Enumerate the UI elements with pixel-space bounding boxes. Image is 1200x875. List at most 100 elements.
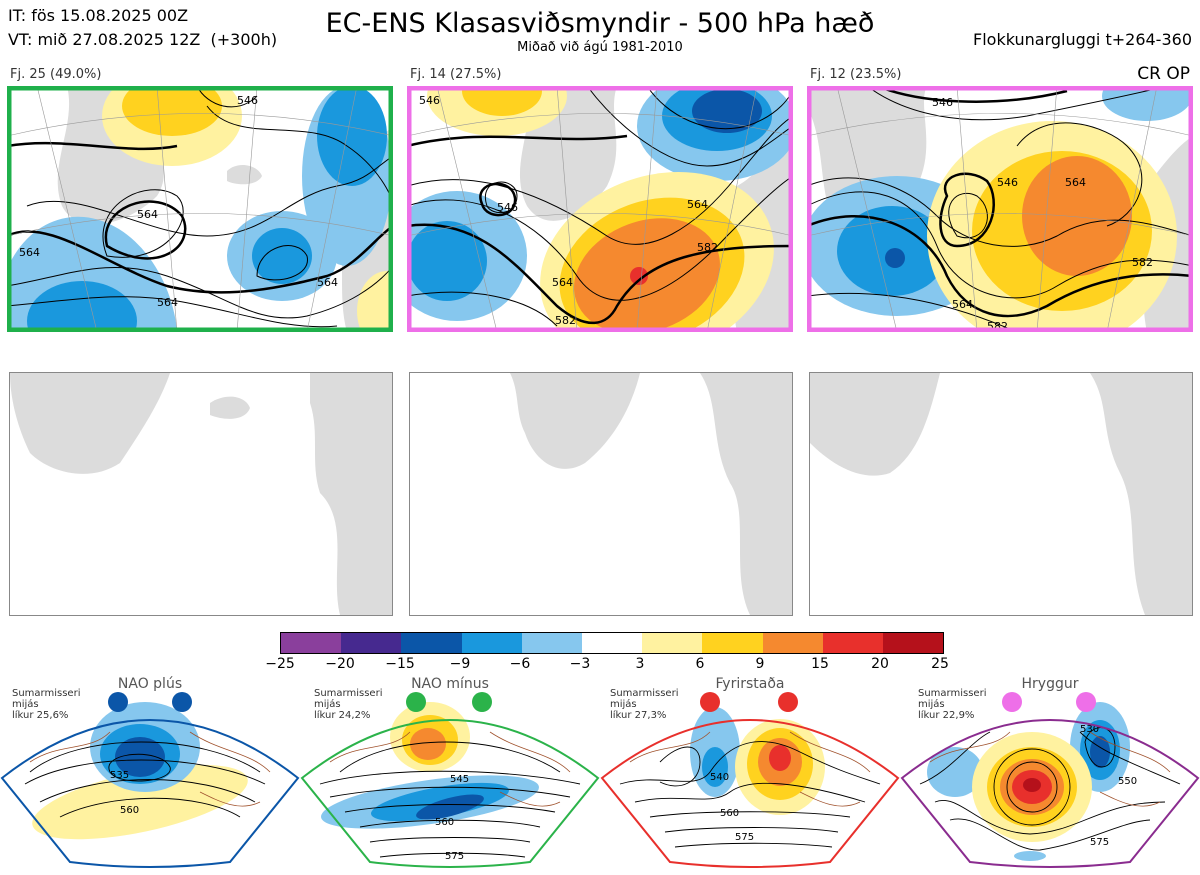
cluster-2-border <box>407 86 793 332</box>
basemap-2 <box>409 372 793 616</box>
regime-3-info: Sumarmisseri mijás líkur 27,3% <box>610 688 678 721</box>
regime-mean: mijás <box>918 699 945 710</box>
contour-label: 564 <box>19 246 40 259</box>
contour-label: 582 <box>1132 256 1153 269</box>
cluster-2-map: 546 546 564 582 564 582 <box>407 86 793 332</box>
colorbar-swatch <box>341 633 402 653</box>
positive-anomaly <box>1022 156 1132 276</box>
contour-label: 535 <box>110 770 129 781</box>
regime-3-outline <box>600 719 900 868</box>
positive-anomaly <box>462 86 542 116</box>
contour-label: 530 <box>1080 724 1099 735</box>
colorbar <box>280 632 944 654</box>
colorbar-tick: −20 <box>325 656 355 672</box>
colorbar-tick: 9 <box>755 656 765 672</box>
regime-3-name: Fyrirstaða <box>715 676 785 692</box>
colorbar-swatch <box>822 633 883 653</box>
regime-season: Sumarmisseri <box>314 688 383 699</box>
cluster-2-label: Fj. 14 (27.5%) <box>410 67 502 82</box>
regime-mean: mijás <box>314 699 341 710</box>
colorbar-tick: −9 <box>449 656 471 672</box>
contour-label: 564 <box>137 208 158 221</box>
colorbar-tick: 20 <box>871 656 889 672</box>
regime-1-marker <box>172 692 192 712</box>
colorbar-swatch <box>281 633 342 653</box>
colorbar-swatch <box>401 633 462 653</box>
regime-2-map: 545 560 575 <box>300 692 600 871</box>
colorbar-swatch <box>521 633 582 653</box>
regime-season: Sumarmisseri <box>610 688 679 699</box>
colorbar-swatch <box>762 633 823 653</box>
contour-label: 564 <box>157 296 178 309</box>
colorbar-swatch <box>461 633 522 653</box>
positive-anomaly <box>122 86 222 136</box>
colorbar-tick: 3 <box>635 656 645 672</box>
regime-probability: líkur 27,3% <box>610 710 667 721</box>
cluster-1-border <box>7 86 393 332</box>
regime-4-outline <box>900 719 1200 868</box>
cr-op-label: CR OP <box>1137 64 1190 84</box>
cluster-3-map: 546 546 564 582 564 582 <box>807 86 1193 332</box>
classification-window: Flokkunargluggi t+264-360 <box>973 30 1192 49</box>
regime-2-name: NAO mínus <box>411 676 489 692</box>
basemap-1 <box>9 372 393 616</box>
regime-season: Sumarmisseri <box>12 688 81 699</box>
contour-label: 546 <box>237 94 258 107</box>
contour-label: 575 <box>1090 837 1109 848</box>
contour-label: 540 <box>710 772 729 783</box>
iceland-land <box>227 164 262 185</box>
regime-4-marker <box>1002 692 1022 712</box>
regime-1-info: Sumarmisseri mijás líkur 25,6% <box>12 688 80 721</box>
contour-label: 550 <box>1118 776 1137 787</box>
contour-label: 582 <box>697 241 718 254</box>
contour-label: 546 <box>419 94 440 107</box>
colorbar-tick: −6 <box>509 656 531 672</box>
contour-label: 560 <box>120 805 139 816</box>
regime-2-info: Sumarmisseri mijás líkur 24,2% <box>314 688 382 721</box>
cluster-1-map: 564 564 564 564 546 <box>7 86 393 332</box>
regime-season: Sumarmisseri <box>918 688 987 699</box>
colorbar-tick: −15 <box>385 656 415 672</box>
colorbar-swatch <box>581 633 643 653</box>
contour-label: 564 <box>552 276 573 289</box>
regime-1-outline <box>0 719 300 868</box>
contour-label: 546 <box>932 96 953 109</box>
colorbar-swatch <box>702 633 763 653</box>
contour-label: 575 <box>735 832 754 843</box>
colorbar-swatch <box>882 633 944 653</box>
regime-probability: líkur 24,2% <box>314 710 371 721</box>
contour-label: 564 <box>317 276 338 289</box>
basemap-3 <box>809 372 1193 616</box>
colorbar-tick: 6 <box>695 656 705 672</box>
regime-2-marker <box>472 692 492 712</box>
cluster-3-label: Fj. 12 (23.5%) <box>810 67 902 82</box>
cluster-3-border <box>807 86 1193 332</box>
regime-1-name: NAO plús <box>117 676 183 692</box>
regime-4-info: Sumarmisseri mijás líkur 22,9% <box>918 688 986 721</box>
regime-1-marker <box>108 692 128 712</box>
contour-label: 575 <box>445 851 464 862</box>
climatology-subtitle: Miðað við ágú 1981-2010 <box>517 40 683 55</box>
contour-label: 546 <box>497 201 518 214</box>
regime-3-marker <box>700 692 720 712</box>
regime-mean: mijás <box>610 699 637 710</box>
contour-label: 582 <box>555 314 576 327</box>
colorbar-tick: 15 <box>811 656 829 672</box>
regime-2-marker <box>406 692 426 712</box>
negative-anomaly <box>317 86 387 186</box>
regime-mean: mijás <box>12 699 39 710</box>
contour-label: 546 <box>997 176 1018 189</box>
regime-probability: líkur 22,9% <box>918 710 975 721</box>
page-title: EC-ENS Klasasviðsmyndir - 500 hPa hæð <box>325 8 875 39</box>
regime-3-map: 540 560 575 <box>600 692 900 871</box>
negative-anomaly <box>885 248 905 268</box>
colorbar-swatch <box>642 633 703 653</box>
contour-label: 560 <box>435 817 454 828</box>
regime-1-map: 535 560 <box>0 692 300 871</box>
contour-label: 564 <box>952 298 973 311</box>
regime-2-outline <box>300 719 600 868</box>
regime-4-name: Hryggur <box>1021 676 1079 692</box>
contour-label: 564 <box>1065 176 1086 189</box>
contour-label: 545 <box>450 774 469 785</box>
contour-label: 564 <box>687 198 708 211</box>
